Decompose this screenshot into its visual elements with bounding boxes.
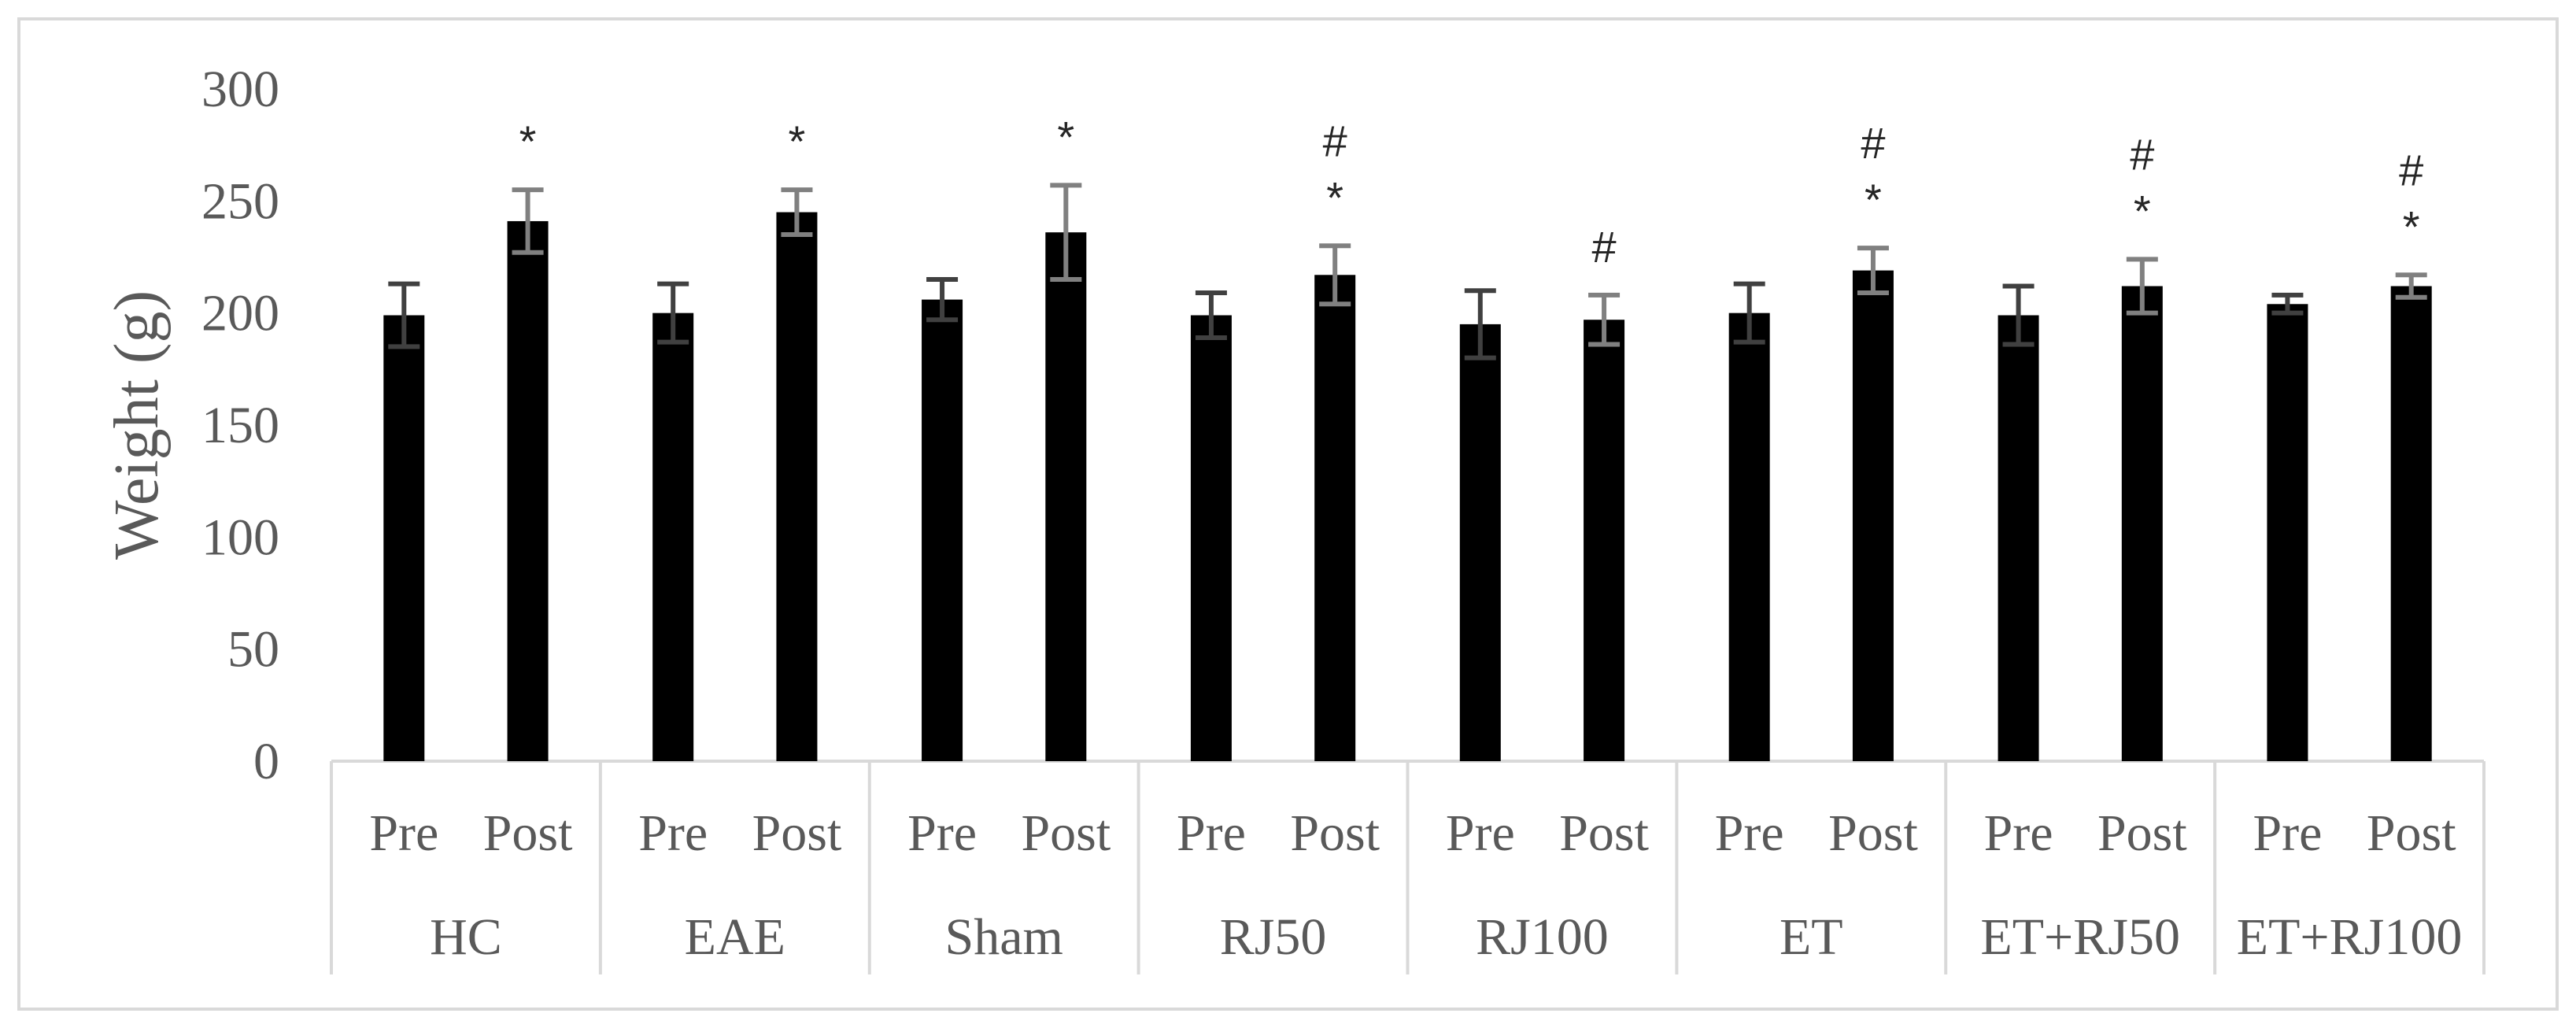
bar-label: Pre <box>1715 804 1784 862</box>
bar <box>922 299 963 761</box>
bar <box>1852 270 1894 762</box>
bar <box>652 312 694 762</box>
bar <box>2390 286 2432 761</box>
bar-label: Post <box>1559 804 1649 862</box>
bar <box>1045 232 1087 762</box>
significance-mark: # <box>2130 129 2154 179</box>
group-label: ET <box>1780 908 1843 966</box>
bar-label: Pre <box>2253 804 2322 862</box>
bar <box>383 315 425 762</box>
bar <box>776 212 818 762</box>
significance-mark: * <box>2134 186 2151 235</box>
y-tick-label: 0 <box>253 733 279 790</box>
significance-mark: * <box>1865 175 1882 224</box>
bar-label: Post <box>483 804 573 862</box>
significance-mark: # <box>2399 145 2423 194</box>
bar <box>2267 304 2308 761</box>
significance-mark: * <box>789 116 806 166</box>
y-tick-label: 300 <box>201 61 279 118</box>
significance-mark: # <box>1323 116 1347 165</box>
bar-label: Pre <box>638 804 708 862</box>
bar-label: Post <box>1290 804 1380 862</box>
bar-label: Pre <box>369 804 438 862</box>
bar-label: Post <box>2367 804 2456 862</box>
bar-label: Pre <box>907 804 977 862</box>
group-label: ET+RJ100 <box>2237 908 2463 966</box>
bar <box>1314 275 1356 762</box>
bar-label: Post <box>752 804 842 862</box>
bar-label: Post <box>2097 804 2187 862</box>
group-label: EAE <box>685 908 785 966</box>
y-tick-label: 200 <box>201 285 279 342</box>
bar-label: Post <box>1828 804 1918 862</box>
significance-mark: * <box>2403 202 2420 251</box>
bar <box>2121 286 2163 761</box>
significance-mark: * <box>1326 172 1343 222</box>
bar <box>507 220 549 761</box>
bar-label: Pre <box>1984 804 2053 862</box>
bar <box>1190 315 1232 762</box>
group-label: RJ100 <box>1476 908 1609 966</box>
bar <box>1584 320 1625 761</box>
y-tick-label: 50 <box>227 621 279 679</box>
group-label: ET+RJ50 <box>1980 908 2180 966</box>
y-tick-label: 250 <box>201 172 279 230</box>
group-label: Sham <box>945 908 1063 966</box>
group-label: HC <box>430 908 502 966</box>
bar-label: Pre <box>1446 804 1515 862</box>
significance-mark: # <box>1861 118 1885 168</box>
bar <box>1459 324 1501 761</box>
group-label: RJ50 <box>1220 908 1327 966</box>
significance-mark: * <box>519 116 537 166</box>
significance-mark: * <box>1057 112 1074 161</box>
bar <box>1998 315 2039 762</box>
bar-label: Pre <box>1177 804 1246 862</box>
bar-label: Post <box>1021 804 1111 862</box>
bar <box>1728 312 1770 762</box>
y-tick-label: 150 <box>201 397 279 454</box>
significance-mark: # <box>1591 222 1616 272</box>
y-axis-title: Weight (g) <box>102 290 172 560</box>
y-tick-label: 100 <box>201 508 279 566</box>
